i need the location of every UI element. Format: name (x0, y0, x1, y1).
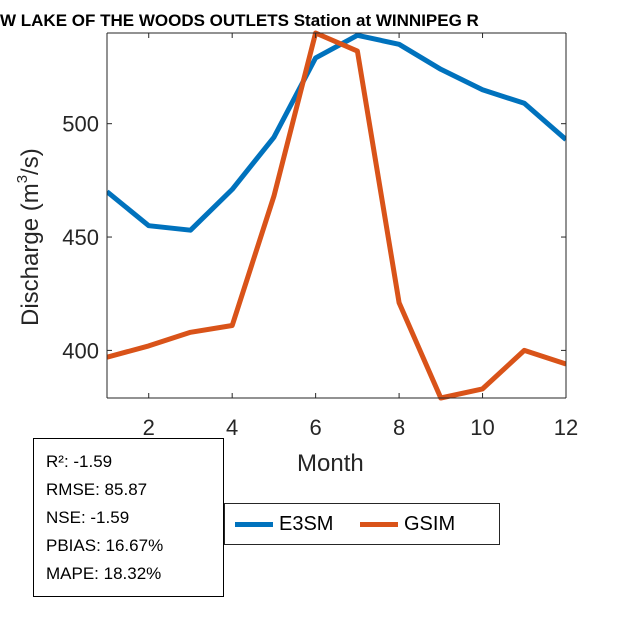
stat-rmse: RMSE: 85.87 (46, 480, 148, 499)
y-axis-label-superscript: 3 (14, 174, 31, 184)
y-tick-label-450: 450 (62, 225, 99, 250)
legend-label-e3sm: E3SM (279, 512, 334, 535)
legend-label-gsim: GSIM (404, 512, 456, 535)
x-tick-label-2: 2 (143, 415, 155, 440)
y-axis-label: Discharge (m3/s) (14, 148, 45, 326)
series-line-e3sm (107, 32, 566, 233)
legend: E3SM GSIM (224, 503, 500, 545)
y-tick-label-500: 500 (62, 112, 99, 137)
legend-swatch-gsim (360, 521, 398, 527)
y-tick-label-400: 400 (62, 338, 99, 363)
stats-box: R²: -1.59 RMSE: 85.87 NSE: -1.59 PBIAS: … (33, 438, 224, 597)
legend-swatch-e3sm (235, 521, 273, 527)
x-tick-label-4: 4 (226, 415, 238, 440)
x-tick-label-10: 10 (470, 415, 494, 440)
stat-r2: R²: -1.59 (46, 452, 113, 471)
y-axis-label-suffix: /s) (17, 148, 44, 175)
series-line-gsim (107, 30, 566, 401)
y-axis-label-prefix: Discharge (m (17, 183, 44, 326)
legend-item-gsim: GSIM (360, 511, 455, 537)
stat-nse: NSE: -1.59 (46, 508, 130, 527)
stat-pbias: PBIAS: 16.67% (46, 536, 164, 555)
x-tick-label-8: 8 (393, 415, 405, 440)
chart-title: W LAKE OF THE WOODS OUTLETS Station at W… (0, 11, 479, 30)
x-tick-label-6: 6 (310, 415, 322, 440)
stat-mape: MAPE: 18.32% (46, 564, 162, 583)
x-tick-label-12: 12 (554, 415, 578, 440)
plot-area (107, 33, 566, 398)
legend-item-e3sm: E3SM (235, 511, 333, 537)
x-axis-label: Month (297, 450, 364, 477)
